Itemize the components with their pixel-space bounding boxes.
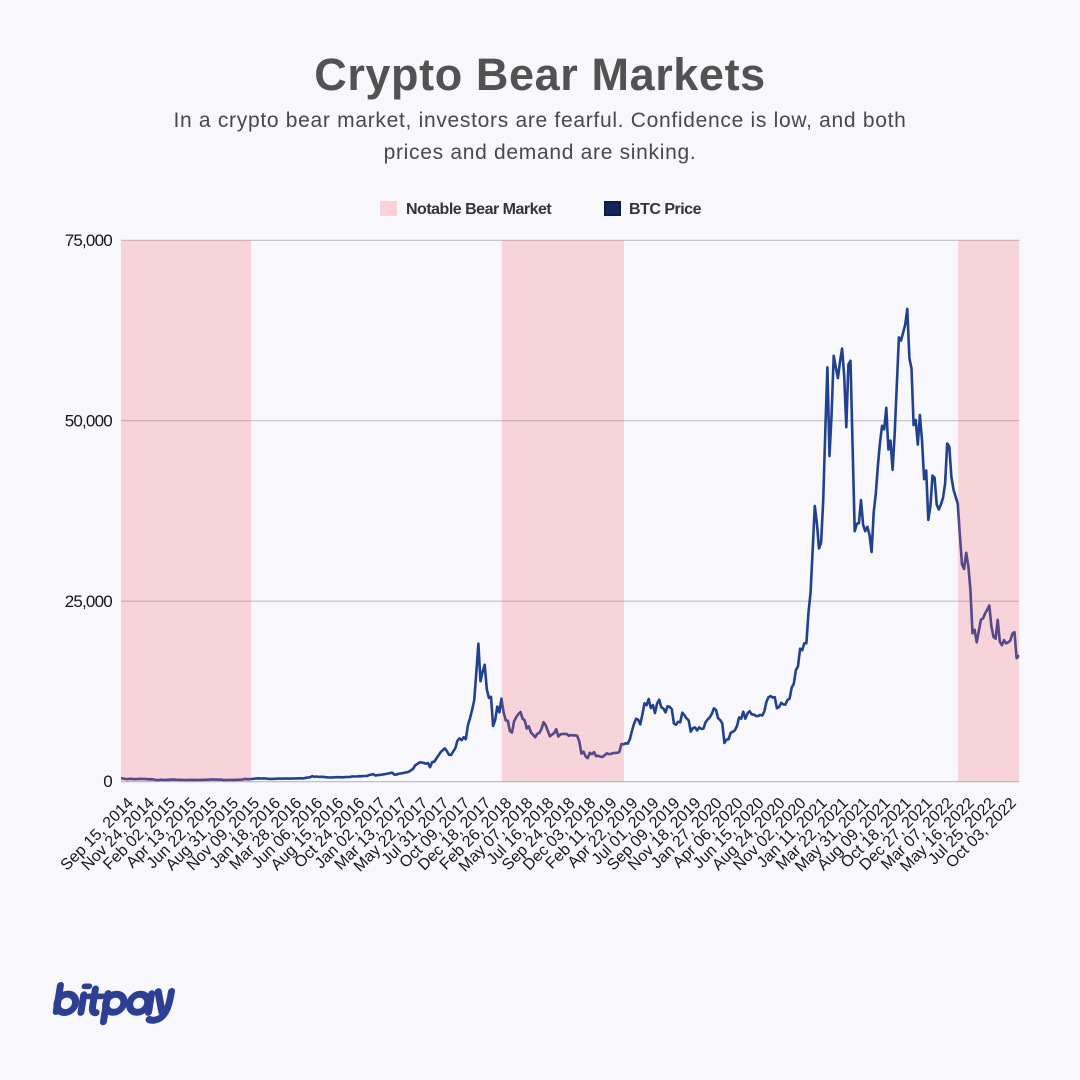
svg-text:0: 0: [103, 772, 112, 791]
svg-text:75,000: 75,000: [65, 231, 113, 250]
svg-text:50,000: 50,000: [65, 411, 113, 430]
svg-text:25,000: 25,000: [65, 592, 113, 611]
